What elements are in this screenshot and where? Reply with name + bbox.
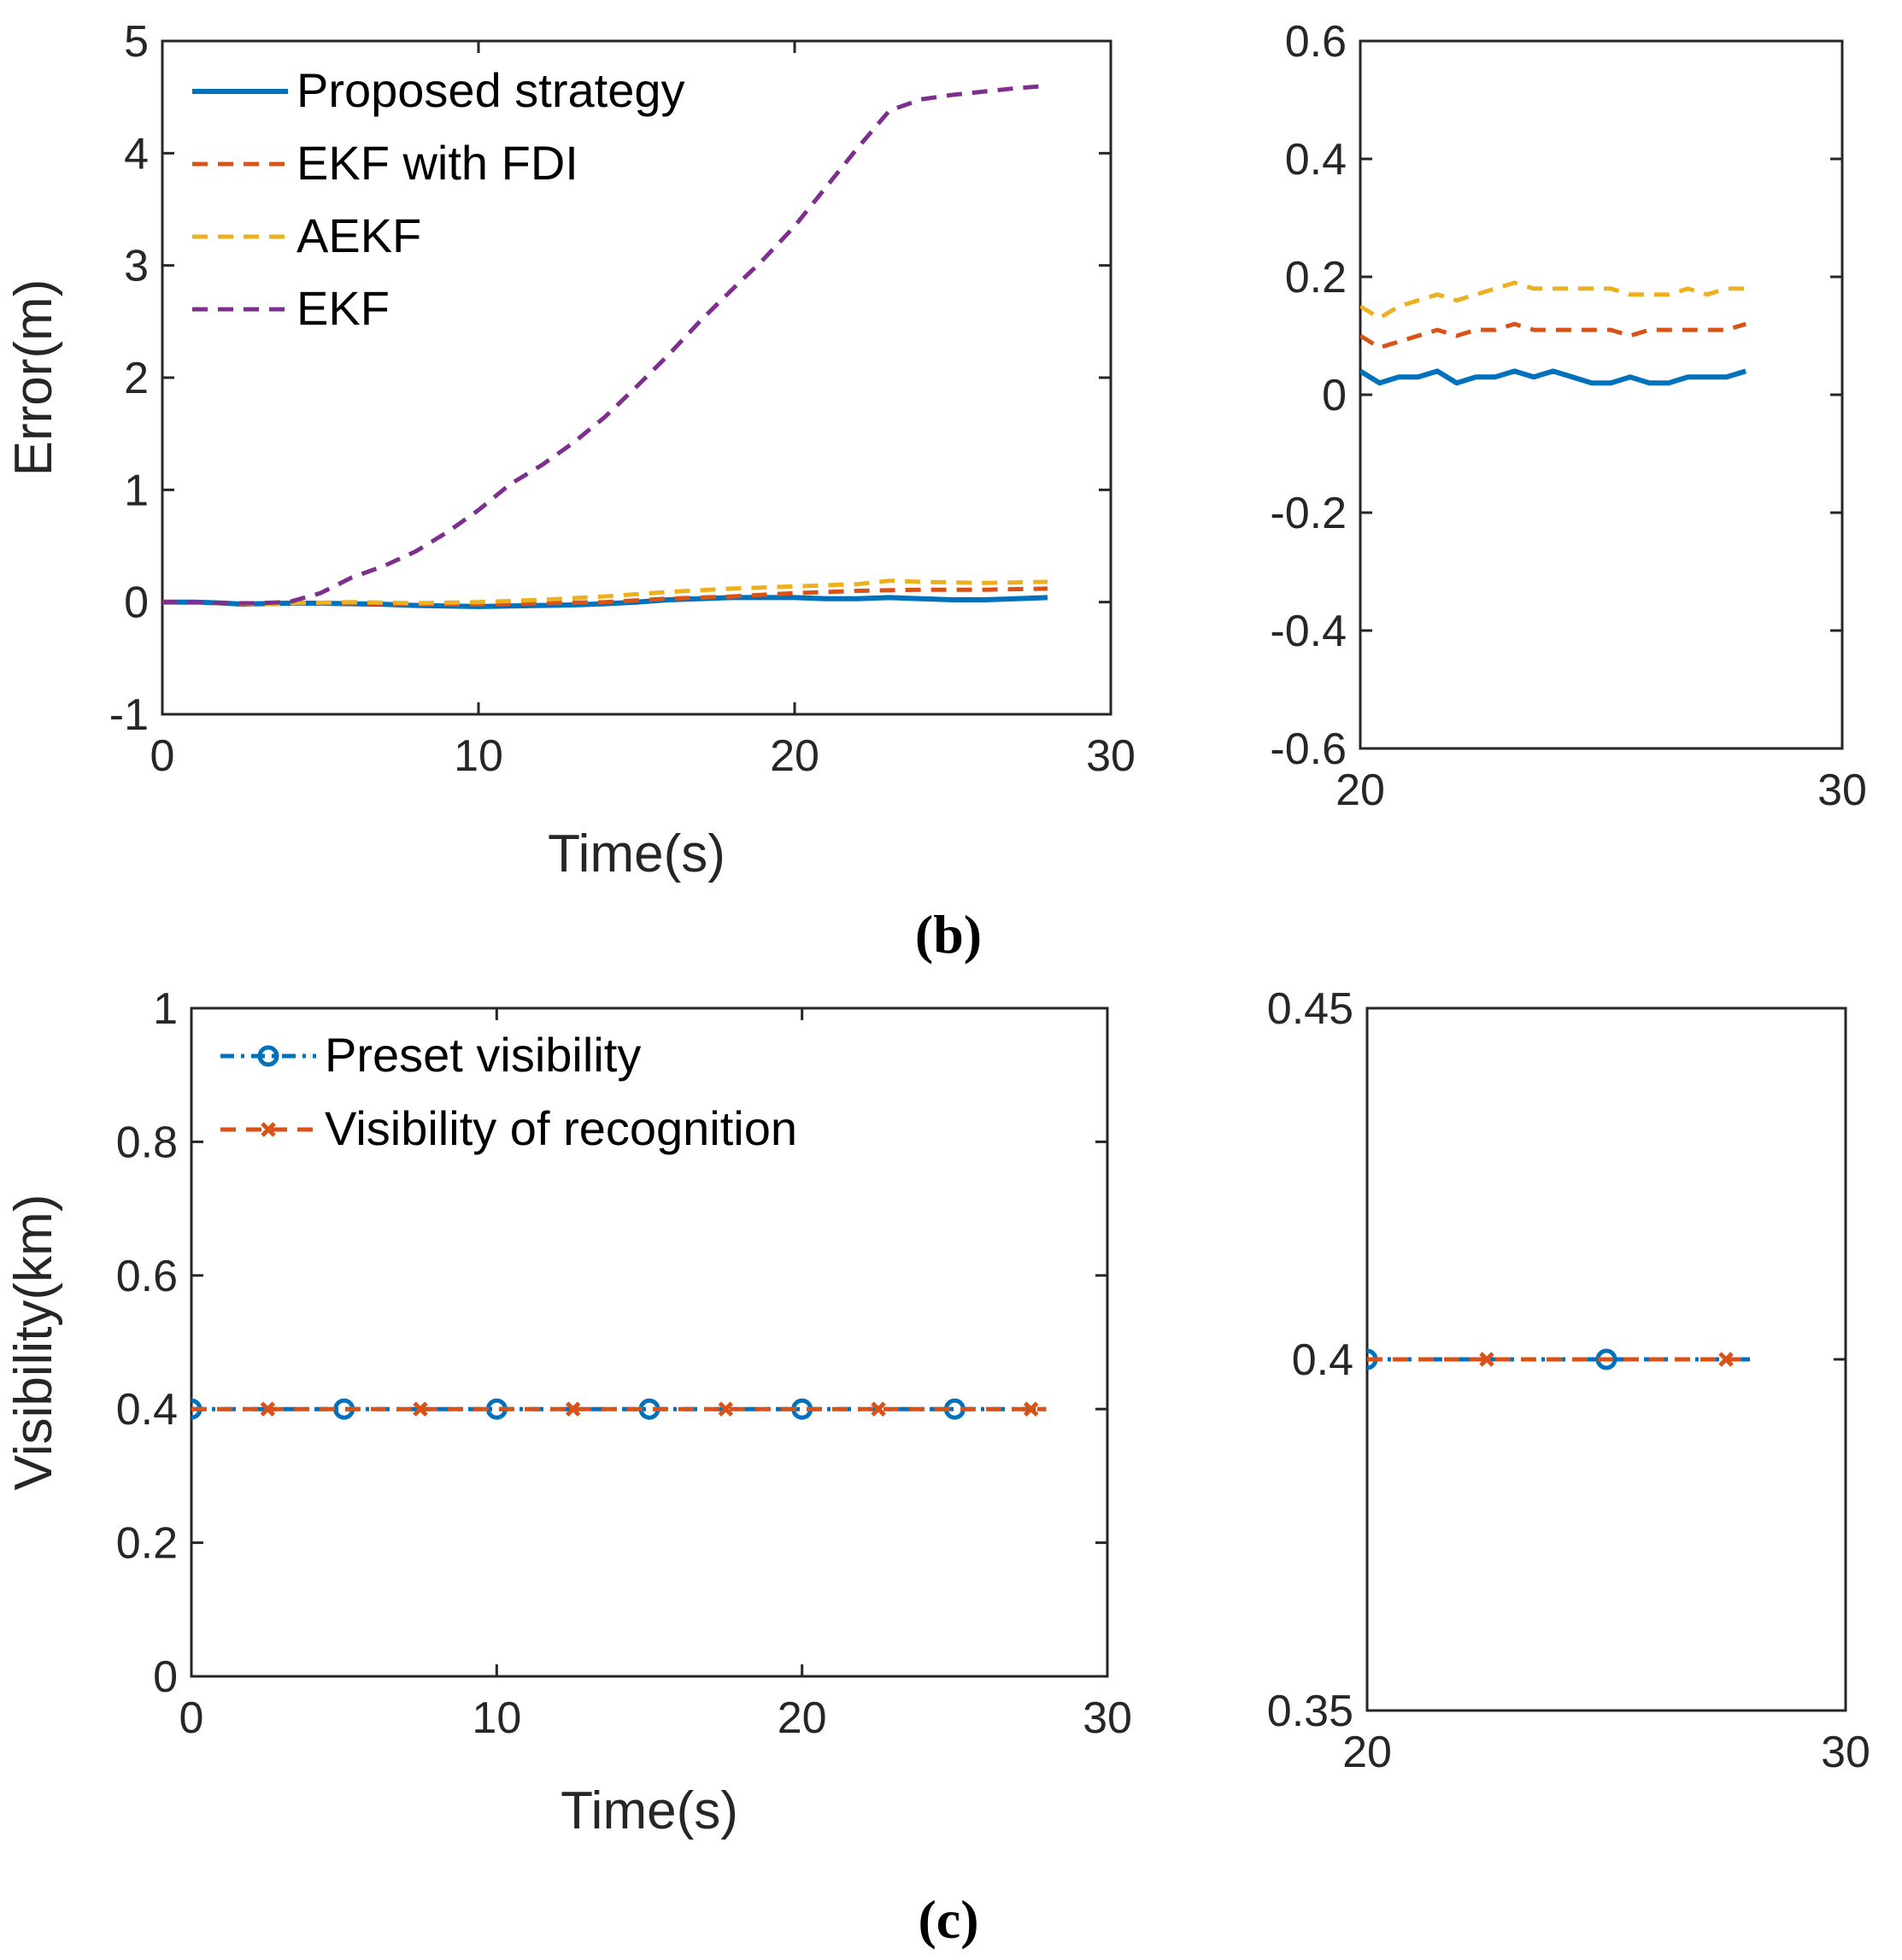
y-tick-label: 0 — [124, 578, 149, 628]
series-proposed-strategy — [162, 595, 1048, 609]
y-tick-label: 0.6 — [116, 1252, 178, 1301]
marker-x — [871, 1401, 886, 1417]
y-tick-label: 0 — [153, 1652, 178, 1702]
y-axis-label: Visibility(km) — [4, 1194, 63, 1491]
x-tick-label: 0 — [179, 1693, 204, 1743]
x-tick-label: 10 — [454, 731, 503, 781]
x-tick-label: 20 — [1336, 766, 1385, 815]
caption-c: (c) — [918, 1889, 978, 1950]
y-tick-label: 0 — [1322, 371, 1347, 420]
y-tick-label: 0.4 — [116, 1385, 178, 1435]
series-ekf-with-fdi — [1360, 321, 1746, 350]
y-tick-label: -0.4 — [1270, 607, 1347, 656]
series-ekf — [162, 84, 1048, 606]
legend: Preset visibility Visibility of recogniti… — [220, 1028, 797, 1155]
x-tick-label: 20 — [778, 1693, 827, 1743]
x-tick-label: 30 — [1086, 731, 1136, 781]
marker-x — [413, 1401, 428, 1417]
marker-x — [565, 1401, 581, 1417]
legend-label: Visibility of recognition — [325, 1101, 797, 1155]
series-aekf — [162, 578, 1048, 607]
y-tick-label: 2 — [124, 354, 149, 403]
marker-x — [1718, 1352, 1734, 1367]
y-tick-label: -1 — [109, 690, 149, 740]
y-tick-label: -0.2 — [1270, 489, 1347, 538]
series-line — [1360, 368, 1747, 386]
axes-box — [190, 1006, 1109, 1678]
x-tick-label: 30 — [1821, 1728, 1870, 1777]
y-tick-label: 0.45 — [1267, 984, 1353, 1034]
series-line — [162, 578, 1048, 607]
y-tick-label: 3 — [124, 242, 149, 291]
legend-label: AEKF — [296, 208, 421, 262]
series-line — [162, 84, 1048, 606]
y-tick-label: 4 — [124, 129, 149, 179]
y-tick-label: 5 — [124, 17, 149, 67]
legend-label: EKF with FDI — [296, 136, 578, 190]
series-line — [1360, 321, 1746, 350]
y-tick-label: 1 — [124, 466, 149, 515]
series-line — [1360, 280, 1746, 320]
marker-x — [260, 1401, 276, 1417]
x-tick-label: 20 — [1342, 1728, 1392, 1777]
marker-x — [1479, 1352, 1494, 1367]
y-tick-label: 1 — [153, 984, 178, 1034]
y-tick-label: 0.2 — [116, 1519, 178, 1569]
legend-marker-x — [261, 1122, 276, 1137]
y-tick-label: -0.6 — [1270, 725, 1347, 774]
y-tick-label: 0.4 — [1292, 1335, 1353, 1385]
x-tick-label: 30 — [1083, 1693, 1132, 1743]
x-tick-label: 0 — [150, 731, 175, 781]
axes-box — [1359, 39, 1844, 750]
y-tick-label: 0.2 — [1285, 253, 1347, 302]
series-line — [162, 595, 1048, 609]
y-tick-label: 0.4 — [1285, 135, 1347, 185]
series-aekf — [1360, 280, 1746, 320]
chart-c-visibility-zoom: 20 30 0.35 0.4 0.45 — [1267, 984, 1870, 1777]
legend-label: Proposed strategy — [296, 63, 684, 117]
y-tick-label: 0.8 — [116, 1118, 178, 1167]
legend-label: EKF — [296, 281, 390, 335]
chart-b-error-zoom: 20 30 -0.6 -0.4 -0.2 0 0.2 0.4 0.6 — [1270, 17, 1867, 815]
series-proposed-strategy — [1360, 368, 1747, 386]
legend: Proposed strategy EKF with FDI AEKF EKF — [192, 63, 684, 335]
marker-x — [718, 1401, 734, 1417]
x-tick-label: 30 — [1817, 766, 1867, 815]
caption-b: (b) — [915, 904, 982, 965]
x-tick-label: 10 — [472, 1693, 521, 1743]
y-tick-label: 0.6 — [1285, 17, 1347, 67]
y-tick-label: 0.35 — [1267, 1687, 1353, 1736]
legend-label: Preset visibility — [325, 1028, 641, 1082]
series-visibility-of-recognition — [1367, 1352, 1750, 1367]
x-tick-label: 20 — [770, 731, 819, 781]
x-axis-label: Time(s) — [561, 1781, 738, 1840]
chart-c-visibility: 0 10 20 30 0 0.2 0.4 0.6 0.8 1 Time(s) Visibility(k… — [4, 984, 1132, 1840]
legend-marker-circle — [257, 1045, 279, 1067]
marker-x — [1023, 1401, 1039, 1417]
series-visibility-of-recognition — [191, 1401, 1047, 1417]
y-axis-label: Error(m) — [4, 279, 63, 477]
x-axis-label: Time(s) — [548, 824, 725, 883]
